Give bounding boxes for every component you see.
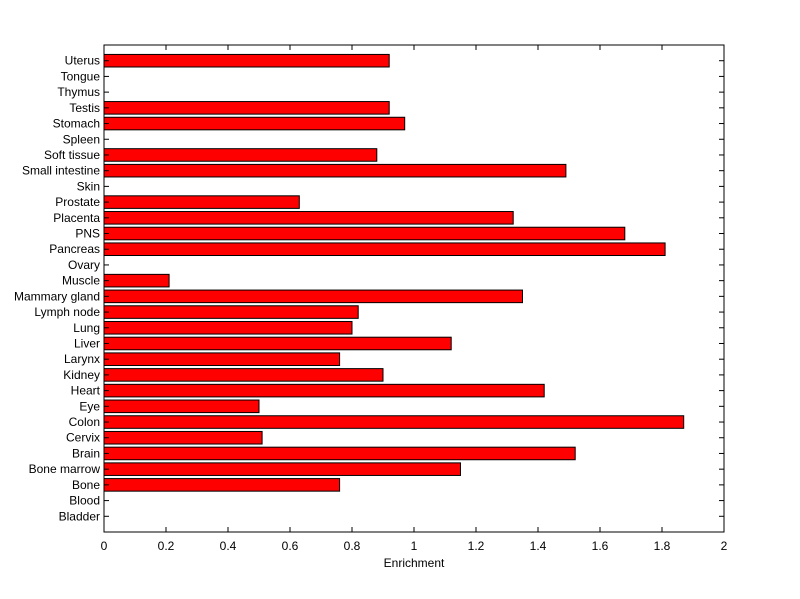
y-tick-label-thymus: Thymus [57, 85, 100, 99]
bar-heart [103, 383, 545, 398]
bar-placenta [103, 211, 514, 225]
bar-lymph-node [103, 305, 359, 319]
y-tick-label-cervix: Cervix [66, 431, 100, 445]
y-tick-label-placenta: Placenta [53, 211, 100, 225]
bar-liver [103, 336, 452, 351]
bar-pancreas [103, 242, 666, 257]
y-tick-label-bone: Bone [72, 478, 100, 492]
plot-frame [103, 44, 725, 533]
y-tick-label-heart: Heart [71, 384, 101, 398]
y-tick-label-larynx: Larynx [64, 352, 100, 366]
y-tick-label-lymph-node: Lymph node [34, 305, 100, 319]
y-tick-label-lung: Lung [73, 321, 100, 335]
x-tick-label-1-8: 1.8 [654, 539, 671, 553]
bar-muscle [103, 273, 170, 288]
x-axis-label: Enrichment [384, 556, 445, 570]
bar-prostate [103, 195, 300, 209]
y-tick-label-stomach: Stomach [53, 117, 100, 131]
y-tick-label-eye: Eye [79, 399, 100, 413]
y-tick-label-liver: Liver [74, 336, 100, 350]
x-tick-labels: 0 0.2 0.4 0.6 0.8 1 1.2 1.4 1.6 1.8 2 [101, 539, 728, 553]
bar-bone-marrow [103, 462, 461, 476]
bar-stomach [103, 116, 406, 131]
x-tick-label-0-6: 0.6 [282, 539, 299, 553]
bar-mammary-gland [103, 289, 523, 304]
x-tick-label-1: 1 [411, 539, 418, 553]
y-tick-label-ovary: Ovary [68, 258, 100, 272]
x-tick-label-0-4: 0.4 [220, 539, 237, 553]
x-tick-label-0-2: 0.2 [158, 539, 175, 553]
y-tick-label-brain: Brain [72, 446, 100, 460]
x-tick-label-0-8: 0.8 [344, 539, 361, 553]
x-tick-label-1-4: 1.4 [530, 539, 547, 553]
y-tick-label-skin: Skin [77, 179, 100, 193]
bar-soft-tissue [103, 148, 378, 162]
y-tick-label-colon: Colon [69, 415, 100, 429]
y-tick-label-spleen: Spleen [63, 132, 100, 146]
x-tick-label-0: 0 [101, 539, 108, 553]
y-tick-label-tongue: Tongue [61, 69, 101, 83]
bar-testis [103, 101, 390, 115]
bar-kidney [103, 368, 384, 382]
bar-pns [103, 226, 626, 241]
y-tick-label-pancreas: Pancreas [49, 242, 100, 256]
bar-eye [103, 399, 260, 414]
bar-bone [103, 478, 341, 492]
bar-small-intestine [103, 163, 567, 178]
x-tick-label-1-6: 1.6 [592, 539, 609, 553]
bar-uterus [103, 53, 390, 68]
y-tick-label-muscle: Muscle [62, 274, 100, 288]
y-tick-label-mammary-gland: Mammary gland [14, 289, 100, 303]
ticks-group [103, 45, 725, 532]
bar-brain [103, 446, 576, 461]
y-tick-label-kidney: Kidney [63, 368, 100, 382]
bar-larynx [103, 352, 341, 366]
x-tick-label-1-2: 1.2 [468, 539, 485, 553]
x-tick-label-2: 2 [721, 539, 728, 553]
y-tick-label-uterus: Uterus [65, 54, 100, 68]
y-tick-label-blood: Blood [69, 494, 100, 508]
bar-colon [103, 415, 685, 429]
y-tick-label-prostate: Prostate [55, 195, 100, 209]
y-tick-label-testis: Testis [69, 101, 100, 115]
y-tick-label-bone-marrow: Bone marrow [29, 462, 101, 476]
y-tick-label-small-intestine: Small intestine [22, 164, 100, 178]
bar-lung [103, 320, 353, 335]
bar-cervix [103, 430, 263, 445]
y-tick-label-soft-tissue: Soft tissue [44, 148, 100, 162]
y-tick-label-pns: PNS [75, 227, 100, 241]
y-tick-label-bladder: Bladder [59, 509, 100, 523]
